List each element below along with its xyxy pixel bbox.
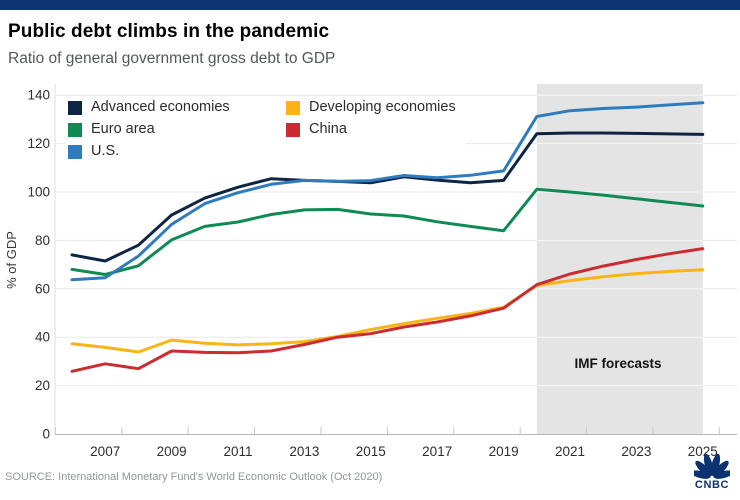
x-tick-label-2025: 2025 bbox=[688, 444, 718, 459]
cnbc-logo: CNBC bbox=[689, 452, 735, 498]
forecast-band bbox=[536, 84, 703, 434]
x-tick-label-2007: 2007 bbox=[90, 444, 120, 459]
x-tick-label-2013: 2013 bbox=[289, 444, 319, 459]
chart-legend: Advanced economies Euro area U.S. Developi… bbox=[66, 99, 466, 167]
developing-economies-swatch-icon bbox=[286, 100, 300, 115]
page-subtitle: Ratio of general government gross debt t… bbox=[8, 50, 336, 67]
page-title: Public debt climbs in the pandemic bbox=[8, 21, 330, 42]
x-tick-label-2017: 2017 bbox=[422, 444, 452, 459]
legend-item-euro-area: Euro area bbox=[68, 122, 256, 137]
x-tick-label-2011: 2011 bbox=[223, 444, 252, 459]
y-tick-label-100: 100 bbox=[27, 185, 50, 200]
legend-item-developing-economies: Developing economies bbox=[286, 100, 456, 115]
x-tick-label-2009: 2009 bbox=[157, 444, 187, 459]
legend-label-china: China bbox=[309, 121, 347, 137]
x-tick-label-2019: 2019 bbox=[489, 444, 519, 459]
legend-label-euro-area: Euro area bbox=[91, 121, 155, 137]
cnbc-logo-text: CNBC bbox=[694, 479, 730, 491]
y-tick-label-40: 40 bbox=[35, 330, 50, 345]
legend-item-u-s: U.S. bbox=[68, 144, 256, 159]
y-tick-label-20: 20 bbox=[35, 378, 50, 393]
y-tick-label-80: 80 bbox=[35, 233, 50, 248]
euro-area-swatch-icon bbox=[68, 122, 82, 137]
legend-label-u-s: U.S. bbox=[91, 143, 120, 159]
advanced-economies-swatch-icon bbox=[68, 100, 82, 115]
y-tick-label-60: 60 bbox=[35, 281, 50, 296]
top-accent-bar bbox=[0, 0, 740, 10]
x-tick-label-2021: 2021 bbox=[555, 444, 585, 459]
series-line-euro-area bbox=[70, 187, 705, 276]
legend-label-developing-economies: Developing economies bbox=[309, 99, 456, 115]
legend-item-advanced-economies: Advanced economies bbox=[68, 100, 256, 115]
legend-item-china: China bbox=[286, 122, 456, 137]
u-s-swatch-icon bbox=[68, 144, 82, 159]
legend-column-1: Advanced economies Euro area U.S. bbox=[68, 100, 256, 166]
series-line-developing-economies bbox=[70, 268, 705, 354]
legend-column-2: Developing economies China bbox=[286, 100, 456, 166]
series-line-u-s bbox=[70, 101, 705, 282]
y-tick-label-0: 0 bbox=[42, 427, 50, 442]
x-tick-label-2023: 2023 bbox=[621, 444, 651, 459]
y-tick-label-140: 140 bbox=[27, 88, 50, 103]
y-tick-label-120: 120 bbox=[27, 136, 50, 151]
legend-label-advanced-economies: Advanced economies bbox=[91, 99, 230, 115]
forecast-band-label: IMF forecasts bbox=[574, 356, 662, 371]
cnbc-peacock-icon bbox=[694, 453, 730, 479]
x-tick-label-2015: 2015 bbox=[356, 444, 386, 459]
source-attribution: SOURCE: International Monetary Fund's Wo… bbox=[5, 471, 383, 483]
series-line-advanced-economies bbox=[70, 131, 705, 263]
series-line-china bbox=[70, 247, 705, 373]
china-swatch-icon bbox=[286, 122, 300, 137]
y-axis-title: % of GDP bbox=[4, 231, 19, 289]
